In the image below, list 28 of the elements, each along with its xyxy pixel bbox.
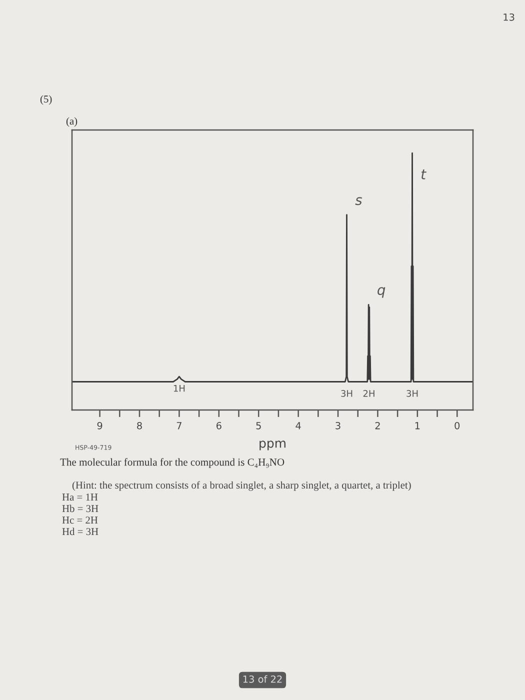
text: Hd = 3H — [62, 528, 98, 536]
x-tick-label: 3 — [336, 422, 340, 430]
x-tick-label: 6 — [216, 422, 222, 430]
text: 13 — [504, 13, 514, 21]
x-axis-title: ppm — [260, 440, 286, 450]
chart-title: (5) — [40, 95, 52, 105]
x-tick-label: 9 — [97, 422, 102, 430]
annotation: q — [378, 287, 386, 298]
annotation: 2H — [363, 390, 374, 397]
text: Ha = 1H — [62, 494, 98, 501]
annotation: 3H — [341, 390, 352, 397]
x-tick-label: 8 — [137, 422, 142, 430]
text: (Hint: the spectrum consists of a broad singlet, a sharp singlet, a quartet, a triplet) — [72, 481, 411, 491]
x-tick-label: 1 — [415, 422, 420, 430]
text: The molecular formula for the compound is C₄H₉NO — [60, 458, 284, 468]
x-tick-label: 0 — [454, 422, 460, 430]
annotation: s — [355, 197, 362, 206]
x-tick-label: 4 — [296, 422, 301, 430]
x-tick-label: 5 — [256, 422, 261, 430]
annotation: t — [421, 169, 426, 180]
x-tick-label: 2 — [375, 422, 380, 430]
x-tick-label: 7 — [176, 422, 182, 430]
annotation: 1H — [174, 385, 185, 392]
text: Hb = 3H — [62, 504, 98, 512]
annotation: 3H — [406, 390, 418, 397]
text: Hc = 2H — [62, 516, 98, 524]
text: 13 of 22 — [243, 675, 282, 683]
chart-subtitle: (a) — [66, 117, 78, 127]
